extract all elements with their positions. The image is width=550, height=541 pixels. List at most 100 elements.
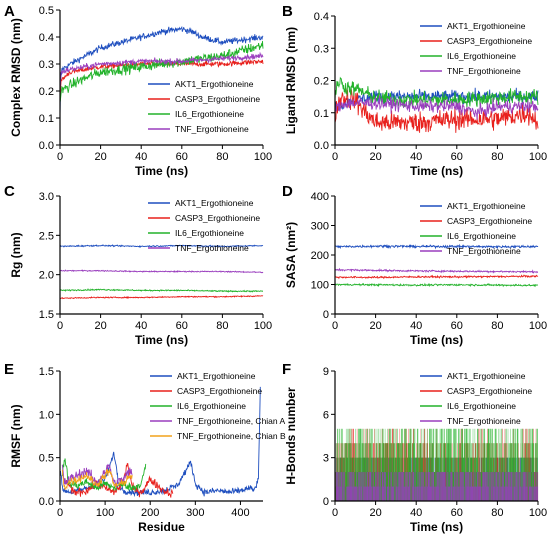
- x-axis-label: Residue: [138, 520, 185, 534]
- y-axis-label: RMSF (nm): [9, 404, 23, 467]
- y-tick-label: 2.0: [39, 270, 54, 282]
- x-tick-label: 300: [186, 507, 204, 519]
- series-line-E-2: [61, 458, 147, 491]
- y-tick-label: 0.2: [39, 86, 54, 98]
- x-tick-label: 40: [410, 507, 422, 519]
- x-tick-label: 40: [410, 320, 422, 332]
- panel-letter: F: [282, 361, 291, 378]
- y-tick-label: 0.2: [314, 76, 329, 88]
- panel-letter: D: [282, 183, 293, 200]
- x-tick-label: 80: [491, 507, 503, 519]
- legend-label: AKT1_Ergothioneine: [175, 198, 254, 208]
- panel-B: 0 20 40 60 80 100 0.0 0.1 0.2 0.3 0.4 Time (ns) Liga…: [282, 3, 547, 178]
- series-line-D-0: [334, 243, 539, 250]
- legend-label: TNF_Ergothioneine: [175, 124, 249, 134]
- x-tick-label: 100: [96, 507, 114, 519]
- legend-label: IL6_Ergothioneine: [447, 231, 516, 241]
- y-tick-label: 6: [323, 409, 329, 421]
- x-tick-label: 60: [451, 151, 463, 163]
- y-tick-label: 100: [311, 280, 329, 292]
- y-tick-label: 0.0: [314, 140, 329, 152]
- y-tick-label: 0: [323, 309, 329, 321]
- legend-label: CASP3_Ergothioneine: [447, 216, 532, 226]
- panel-D: 0 20 40 60 80 100 0 100 200 300 400 Time (ns) SASA (…: [282, 183, 547, 347]
- legend-label: AKT1_Ergothioneine: [447, 21, 526, 31]
- legend-label: AKT1_Ergothioneine: [447, 201, 526, 211]
- y-tick-label: 0.1: [314, 108, 329, 120]
- x-tick-label: 0: [332, 151, 338, 163]
- legend-label: IL6_Ergothioneine: [175, 228, 244, 238]
- series-line-E-1: [64, 463, 174, 498]
- y-tick-label: 0.4: [314, 11, 329, 23]
- legend-label: CASP3_Ergothioneine: [177, 386, 262, 396]
- y-tick-label: 0.0: [39, 140, 54, 152]
- plot-area-A: [59, 25, 264, 117]
- x-axis-label: Time (ns): [410, 333, 463, 347]
- plot-area-C: [59, 244, 264, 300]
- plot-area-E: [60, 386, 261, 498]
- legend-label: CASP3_Ergothioneine: [447, 36, 532, 46]
- x-axis-label: Time (ns): [410, 164, 463, 178]
- series-line-E-4: [61, 469, 133, 491]
- x-tick-label: 60: [451, 507, 463, 519]
- x-tick-label: 60: [176, 320, 188, 332]
- y-tick-label: 0: [323, 496, 329, 508]
- panel-letter: A: [4, 3, 15, 20]
- legend-label: CASP3_Ergothioneine: [175, 213, 260, 223]
- plot-area-D: [334, 243, 539, 288]
- x-tick-label: 40: [135, 151, 147, 163]
- x-tick-label: 60: [451, 320, 463, 332]
- x-tick-label: 100: [254, 320, 272, 332]
- x-axis-label: Time (ns): [135, 333, 188, 347]
- legend-label: IL6_Ergothioneine: [447, 51, 516, 61]
- legend-label: TNF_Ergothioneine: [447, 416, 521, 426]
- x-tick-label: 80: [216, 151, 228, 163]
- series-line-C-0: [59, 244, 264, 249]
- y-tick-label: 0.3: [314, 43, 329, 55]
- legend-label: AKT1_Ergothioneine: [447, 371, 526, 381]
- x-tick-label: 100: [529, 507, 547, 519]
- legend-label: CASP3_Ergothioneine: [447, 386, 532, 396]
- y-tick-label: 0.0: [39, 496, 54, 508]
- panel-F: 0 20 40 60 80 100 0 3 6 9 Time (ns) H-Bonds number F…: [282, 361, 547, 534]
- y-tick-label: 1.0: [39, 409, 54, 421]
- legend-label: TNF_Ergothioneine, Chian B: [177, 431, 286, 441]
- panel-letter: C: [4, 183, 15, 200]
- x-tick-label: 0: [57, 507, 63, 519]
- x-tick-label: 20: [369, 507, 381, 519]
- y-tick-label: 0.5: [39, 5, 54, 17]
- legend-A: AKT1_Ergothioneine CASP3_Ergothioneine IL6…: [148, 79, 260, 134]
- legend-label: IL6_Ergothioneine: [447, 401, 516, 411]
- series-line-D-2: [334, 282, 539, 288]
- y-tick-label: 300: [311, 221, 329, 233]
- x-tick-label: 100: [254, 151, 272, 163]
- x-tick-label: 100: [529, 151, 547, 163]
- series-line-B-3: [334, 95, 539, 120]
- legend-label: IL6_Ergothioneine: [175, 109, 244, 119]
- panel-letter: E: [4, 361, 14, 378]
- x-tick-label: 20: [369, 151, 381, 163]
- y-axis-label: Ligand RMSD (nm): [284, 27, 298, 134]
- y-tick-label: 3.0: [39, 191, 54, 203]
- y-tick-label: 2.5: [39, 230, 54, 242]
- series-line-A-3: [59, 51, 264, 93]
- y-axis-label: SASA (nm²): [284, 222, 298, 288]
- x-tick-label: 0: [57, 320, 63, 332]
- legend-label: AKT1_Ergothioneine: [177, 371, 256, 381]
- panel-letter: B: [282, 3, 293, 20]
- plot-area-F: [334, 428, 538, 501]
- y-tick-label: 200: [311, 250, 329, 262]
- legend-B: AKT1_Ergothioneine CASP3_Ergothioneine IL6…: [420, 21, 532, 76]
- series-line-D-3: [334, 267, 539, 274]
- x-tick-label: 200: [141, 507, 159, 519]
- x-tick-label: 80: [216, 320, 228, 332]
- series-line-A-2: [59, 41, 264, 103]
- x-tick-label: 40: [135, 320, 147, 332]
- y-tick-label: 1.5: [39, 309, 54, 321]
- y-axis-label: Complex RMSD (nm): [9, 18, 23, 137]
- x-tick-label: 100: [529, 320, 547, 332]
- x-tick-label: 20: [94, 320, 106, 332]
- series-line-C-3: [59, 269, 264, 274]
- legend-label: IL6_Ergothioneine: [177, 401, 246, 411]
- legend-label: TNF_Ergothioneine: [447, 246, 521, 256]
